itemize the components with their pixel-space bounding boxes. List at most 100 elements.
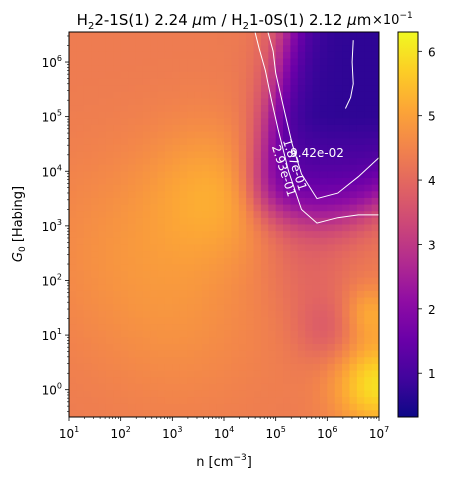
heatmap-cell (246, 124, 255, 133)
heatmap-cell (150, 151, 159, 159)
heatmap-cell (327, 390, 336, 398)
heatmap-cell (150, 144, 159, 153)
heatmap-cell (224, 290, 232, 299)
heatmap-cell (371, 58, 379, 66)
heatmap-cell (194, 58, 203, 66)
heatmap-cell (268, 297, 277, 305)
heatmap-cell (283, 178, 292, 186)
heatmap-cell (327, 178, 336, 186)
heatmap-cell (69, 277, 77, 285)
heatmap-cell (283, 330, 292, 338)
heatmap-cell (216, 257, 225, 265)
heatmap-cell (120, 290, 129, 299)
heatmap-cell (224, 38, 232, 46)
heatmap-cell (371, 38, 379, 46)
heatmap-cell (364, 164, 373, 172)
heatmap-cell (275, 45, 284, 53)
heatmap-cell (128, 231, 137, 239)
heatmap-cell (231, 105, 240, 113)
heatmap-cell (334, 310, 343, 319)
heatmap-cell (201, 244, 210, 252)
heatmap-cell (224, 324, 232, 332)
heatmap-cell (312, 184, 321, 192)
heatmap-cell (290, 297, 299, 305)
heatmap-cell (142, 158, 151, 166)
heatmap-cell (150, 383, 159, 392)
heatmap-cell (224, 158, 232, 166)
heatmap-cell (164, 410, 173, 417)
heatmap-cell (275, 330, 284, 338)
heatmap-cell (253, 118, 262, 126)
heatmap-cell (260, 397, 269, 405)
heatmap-cell (98, 304, 107, 312)
heatmap-cell (98, 184, 107, 192)
heatmap-cell (76, 363, 85, 372)
heatmap-cell (238, 118, 247, 126)
heatmap-cell (201, 397, 210, 405)
heatmap-cell (253, 131, 262, 139)
heatmap-cell (356, 138, 365, 146)
heatmap-cell (187, 257, 196, 265)
heatmap-cell (334, 231, 343, 239)
heatmap-cell (83, 91, 92, 99)
heatmap-cell (305, 217, 314, 226)
heatmap-cell (305, 197, 314, 206)
heatmap-cell (142, 58, 151, 66)
heatmap-cell (120, 51, 129, 60)
heatmap-cell (157, 343, 166, 352)
heatmap-cell (342, 191, 351, 199)
heatmap-cell (209, 91, 218, 99)
heatmap-cell (290, 164, 299, 172)
heatmap-cell (179, 324, 188, 332)
heatmap-cell (150, 38, 159, 46)
heatmap-cell (371, 270, 379, 279)
heatmap-cell (231, 151, 240, 159)
heatmap-cell (164, 164, 173, 172)
heatmap-cell (194, 370, 203, 378)
heatmap-cell (305, 324, 314, 332)
heatmap-cell (179, 343, 188, 352)
heatmap-cell (342, 118, 351, 126)
heatmap-cell (334, 357, 343, 365)
heatmap-cell (113, 138, 122, 146)
heatmap-cell (164, 124, 173, 133)
heatmap-cell (216, 330, 225, 338)
heatmap-cell (201, 118, 210, 126)
heatmap-cell (283, 91, 292, 99)
heatmap-cell (224, 383, 232, 392)
heatmap-cell (231, 270, 240, 279)
heatmap-cell (312, 397, 321, 405)
heatmap-cell (201, 98, 210, 106)
heatmap-cell (224, 51, 232, 60)
heatmap-cell (187, 357, 196, 365)
heatmap-cell (342, 85, 351, 93)
heatmap-cell (356, 85, 365, 93)
heatmap-cell (275, 290, 284, 299)
heatmap-cell (364, 244, 373, 252)
heatmap-cell (179, 197, 188, 206)
heatmap-cell (157, 124, 166, 133)
heatmap-cell (364, 138, 373, 146)
heatmap-cell (319, 317, 328, 325)
heatmap-cell (135, 304, 144, 312)
heatmap-cell (275, 98, 284, 106)
heatmap-cell (150, 277, 159, 285)
heatmap-cell (164, 270, 173, 279)
heatmap-cell (164, 98, 173, 106)
heatmap-cell (187, 264, 196, 272)
heatmap-cell (201, 38, 210, 46)
heatmap-cell (312, 158, 321, 166)
heatmap-cell (69, 144, 77, 153)
heatmap-cell (319, 397, 328, 405)
heatmap-cell (349, 231, 358, 239)
heatmap-cell (150, 58, 159, 66)
heatmap-cell (283, 204, 292, 212)
heatmap-cell (194, 244, 203, 252)
heatmap-cell (349, 350, 358, 358)
heatmap-cell (297, 397, 306, 405)
heatmap-cell (290, 224, 299, 232)
heatmap-cell (91, 131, 100, 139)
heatmap-cell (356, 45, 365, 53)
heatmap-cell (327, 111, 336, 119)
heatmap-cell (312, 330, 321, 338)
